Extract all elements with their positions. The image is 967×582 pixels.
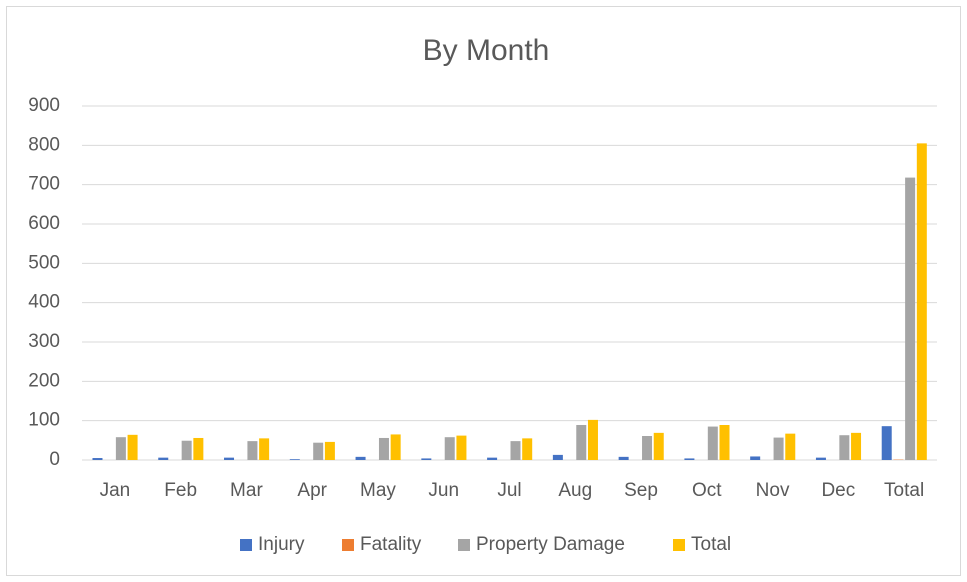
bar: [444, 437, 455, 460]
y-tick-label: 100: [28, 410, 60, 431]
legend-swatch: [240, 539, 252, 551]
x-tick-label: Total: [884, 480, 924, 501]
x-tick-label: Oct: [692, 480, 722, 501]
legend-swatch: [342, 539, 354, 551]
chart-title: By Month: [423, 34, 550, 67]
bar: [127, 434, 138, 460]
bar: [719, 424, 730, 460]
x-tick-label: Jun: [428, 480, 459, 501]
bar: [707, 426, 718, 460]
bar: [773, 437, 784, 460]
legend-label: Total: [691, 534, 731, 555]
bar: [684, 458, 695, 460]
bar: [355, 456, 366, 460]
y-tick-label: 300: [28, 331, 60, 352]
bar: [785, 433, 796, 460]
y-tick-label: 200: [28, 370, 60, 391]
bar: [456, 435, 467, 460]
y-tick-label: 600: [28, 213, 60, 234]
bar: [653, 432, 664, 460]
x-tick-label: May: [360, 480, 396, 501]
legend-label: Property Damage: [476, 534, 625, 555]
legend-swatch: [673, 539, 685, 551]
bar: [851, 432, 862, 460]
x-tick-label: Dec: [821, 480, 855, 501]
bar: [815, 457, 826, 460]
bar: [642, 436, 653, 460]
y-tick-label: 0: [49, 449, 60, 470]
bar: [158, 457, 169, 460]
x-tick-label: Nov: [756, 480, 790, 501]
bar: [92, 458, 103, 460]
bar: [522, 438, 533, 460]
bar: [247, 441, 258, 460]
bar: [881, 426, 892, 460]
y-tick-label: 500: [28, 252, 60, 273]
bar: [390, 434, 401, 460]
bar: [181, 440, 192, 460]
bar: [421, 458, 432, 460]
bar: [259, 438, 270, 460]
legend-label: Fatality: [360, 534, 422, 555]
bar: [750, 456, 761, 460]
bar: [289, 459, 300, 460]
y-tick-label: 800: [28, 134, 60, 155]
bar: [193, 437, 204, 460]
y-tick-label: 900: [28, 95, 60, 116]
bar: [576, 424, 587, 460]
bar: [905, 177, 916, 460]
x-tick-label: Sep: [624, 480, 658, 501]
bar: [510, 441, 521, 460]
bar: [552, 454, 563, 460]
legend-swatch: [458, 539, 470, 551]
bar: [587, 419, 598, 460]
x-tick-label: Jan: [100, 480, 131, 501]
legend-label: Injury: [258, 534, 305, 555]
x-tick-label: Aug: [558, 480, 592, 501]
bar: [839, 435, 850, 460]
bar: [378, 437, 389, 460]
y-tick-label: 400: [28, 292, 60, 313]
bar: [618, 456, 629, 460]
chart-border: [6, 6, 961, 576]
x-tick-label: Jul: [497, 480, 521, 501]
bar: [224, 457, 235, 460]
x-tick-label: Feb: [164, 480, 197, 501]
bar: [487, 457, 498, 460]
y-tick-label: 700: [28, 174, 60, 195]
x-tick-label: Apr: [297, 480, 327, 501]
bar: [324, 441, 335, 460]
bar: [313, 442, 324, 460]
bar: [916, 143, 927, 460]
x-tick-label: Mar: [230, 480, 263, 501]
bar: [115, 437, 126, 460]
